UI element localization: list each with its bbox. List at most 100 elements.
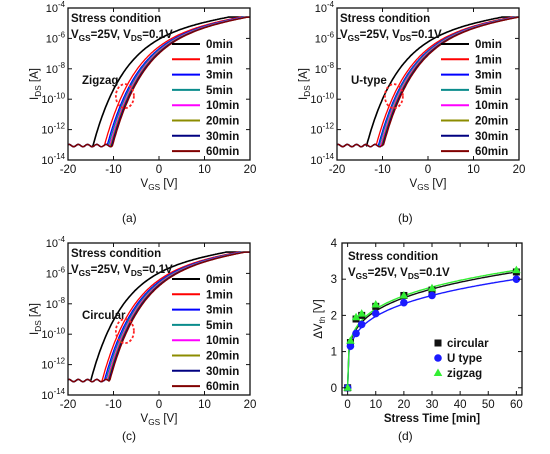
y-tick-label: 10-8 bbox=[46, 61, 66, 76]
legend-marker bbox=[433, 368, 443, 376]
x-axis-label: Stress Time [min] bbox=[384, 413, 480, 425]
y-tick-label: 10-6 bbox=[46, 30, 66, 45]
legend-entry: 20min bbox=[475, 116, 508, 128]
transfer-chart-0: -20 -10 0 10 20 10-14 10-12 10-10 10-8 10-6 10-4 VG… bbox=[29, 0, 256, 192]
annotation-title: Stress condition bbox=[340, 13, 430, 25]
point-U type bbox=[428, 291, 436, 300]
series-line-60min bbox=[67, 16, 250, 148]
point-U type bbox=[346, 342, 355, 350]
y-axis: 10-14 10-12 10-10 10-8 10-6 10-4 bbox=[41, 0, 250, 167]
x-axis: -20 -10 0 10 20 bbox=[60, 243, 256, 411]
x-tick-label: 0 bbox=[156, 399, 162, 411]
y-tick-label: 2 bbox=[331, 310, 337, 322]
point-zigzag bbox=[343, 383, 352, 391]
curves bbox=[67, 16, 250, 148]
annotation-condition: VGS=25V, VDS=0.1V bbox=[71, 264, 173, 278]
x-axis-label: VGS [V] bbox=[141, 413, 178, 427]
point-zigzag bbox=[346, 336, 355, 344]
legend-entry: 60min bbox=[475, 146, 508, 158]
y-tick-label: 10-8 bbox=[315, 61, 335, 76]
y-tick-label: 10-12 bbox=[41, 357, 65, 372]
legend-entry: 10min bbox=[475, 100, 508, 112]
x-tick-label: 10 bbox=[198, 399, 211, 411]
annotation-condition: VGS=25V, VDS=0.1V bbox=[71, 29, 173, 43]
legend: 0min 1min 3min 5min 10min 20min 30min 60min bbox=[172, 274, 239, 393]
annotation-title: Stress condition bbox=[348, 251, 438, 263]
y-tick-label: 10-14 bbox=[310, 152, 334, 167]
panel-caption: (b) bbox=[398, 211, 413, 225]
y-tick-label: 10-10 bbox=[41, 326, 65, 341]
highlight-circle bbox=[114, 318, 135, 345]
x-tick-label: 0 bbox=[156, 164, 162, 176]
legend-entry: 0min bbox=[475, 39, 502, 51]
point-U type bbox=[352, 329, 360, 338]
x-tick-label: -10 bbox=[105, 399, 122, 411]
y-tick-label: 1 bbox=[331, 347, 337, 359]
structure-label: Zigzag bbox=[82, 75, 118, 87]
curves bbox=[67, 251, 250, 383]
x-tick-label: 20 bbox=[244, 164, 257, 176]
legend: 0min 1min 3min 5min 10min 20min 30min 60min bbox=[172, 39, 239, 158]
y-tick-label: 10-8 bbox=[46, 296, 66, 311]
x-tick-label: 10 bbox=[198, 164, 211, 176]
y-tick-label: 0 bbox=[331, 383, 337, 395]
series-line-0min bbox=[336, 16, 519, 148]
legend-entry: U type bbox=[447, 353, 482, 365]
y-axis: 10-14 10-12 10-10 10-8 10-6 10-4 bbox=[310, 0, 519, 167]
annotation-condition: VGS=25V, VDS=0.1V bbox=[340, 29, 442, 43]
point-U type bbox=[400, 298, 408, 307]
legend-entry: zigzag bbox=[447, 368, 482, 380]
point-U type bbox=[512, 275, 521, 283]
panel-caption: (a) bbox=[122, 211, 137, 225]
legend-entry: 30min bbox=[206, 131, 239, 143]
data-points bbox=[343, 265, 521, 392]
legend-marker bbox=[434, 339, 442, 347]
point-U type bbox=[371, 309, 380, 318]
x-tick-label: 20 bbox=[513, 164, 526, 176]
legend-entry: 10min bbox=[206, 335, 239, 347]
annotation-condition: VGS=25V, VDS=0.1V bbox=[348, 267, 450, 281]
highlight-circle bbox=[383, 83, 404, 110]
series-line-0min bbox=[67, 251, 250, 383]
shift-chart-3: 0 10 20 30 40 50 60 0 1 2 3 4 Stress Time [min] ΔVth … bbox=[313, 238, 523, 425]
y-tick-label: 10-10 bbox=[41, 91, 65, 106]
x-tick-label: 10 bbox=[369, 399, 382, 411]
legend-entry: 1min bbox=[475, 54, 502, 66]
transfer-chart-2: -20 -10 0 10 20 10-14 10-12 10-10 10-8 10-6 10-4 VG… bbox=[29, 235, 256, 427]
panel-caption: (c) bbox=[122, 429, 136, 443]
legend-marker bbox=[434, 354, 442, 362]
annotation-title: Stress condition bbox=[71, 13, 161, 25]
legend-entry: 3min bbox=[206, 70, 233, 82]
y-axis: 0 1 2 3 4 bbox=[331, 238, 522, 395]
legend-entry: 5min bbox=[475, 85, 502, 97]
legend-entry: 30min bbox=[475, 131, 508, 143]
legend: 0min 1min 3min 5min 10min 20min 30min 60min bbox=[441, 39, 508, 158]
series-line-0min bbox=[67, 16, 250, 148]
y-axis-label: ΔVth [V] bbox=[313, 299, 327, 339]
x-tick-label: -10 bbox=[105, 164, 122, 176]
y-axis: 10-14 10-12 10-10 10-8 10-6 10-4 bbox=[41, 235, 250, 402]
series-line-60min bbox=[336, 16, 520, 148]
legend-entry: 60min bbox=[206, 146, 239, 158]
y-tick-label: 10-14 bbox=[41, 152, 65, 167]
legend-entry: 10min bbox=[206, 100, 239, 112]
point-zigzag bbox=[371, 300, 381, 308]
transfer-chart-1: -20 -10 0 10 20 10-14 10-12 10-10 10-8 10-6 10-4 VG… bbox=[298, 0, 525, 192]
x-axis: -20 -10 0 10 20 bbox=[60, 8, 257, 176]
legend-entry: 5min bbox=[206, 320, 233, 332]
panel-caption: (d) bbox=[398, 429, 413, 443]
plot-frame bbox=[341, 242, 523, 396]
x-tick-label: 20 bbox=[397, 399, 410, 411]
legend-entry: circular bbox=[447, 338, 489, 350]
legend-entry: 1min bbox=[206, 54, 233, 66]
structure-label: U-type bbox=[351, 75, 387, 87]
annotation-title: Stress condition bbox=[71, 248, 161, 260]
curves bbox=[336, 16, 520, 148]
point-zigzag bbox=[427, 283, 437, 292]
legend-entry: 1min bbox=[206, 289, 233, 301]
x-tick-label: 60 bbox=[510, 399, 523, 411]
y-axis-label: IDS [A] bbox=[298, 68, 312, 100]
legend-entry: 60min bbox=[206, 381, 239, 393]
highlight-circle bbox=[114, 83, 135, 110]
y-axis-label: IDS [A] bbox=[29, 303, 43, 335]
